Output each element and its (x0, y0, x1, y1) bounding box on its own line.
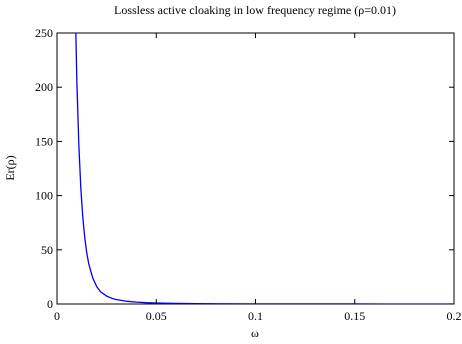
y-tick-label: 100 (35, 189, 53, 203)
y-tick-label: 250 (35, 26, 53, 40)
y-tick-label: 200 (35, 80, 53, 94)
x-tick-label: 0.15 (344, 309, 365, 323)
y-axis-label: Er(ρ) (3, 155, 17, 180)
y-tick-label: 50 (41, 243, 53, 257)
x-tick-label: 0.05 (146, 309, 167, 323)
series-line (75, 33, 454, 304)
x-tick-label: 0.2 (447, 309, 462, 323)
y-tick-label: 150 (35, 134, 53, 148)
x-tick-label: 0.1 (248, 309, 263, 323)
plot-frame (56, 32, 455, 305)
x-axis-label: ω (251, 326, 259, 340)
y-tick-label: 0 (47, 297, 53, 311)
x-tick-label: 0 (54, 309, 60, 323)
chart-title: Lossless active cloaking in low frequenc… (114, 3, 396, 17)
